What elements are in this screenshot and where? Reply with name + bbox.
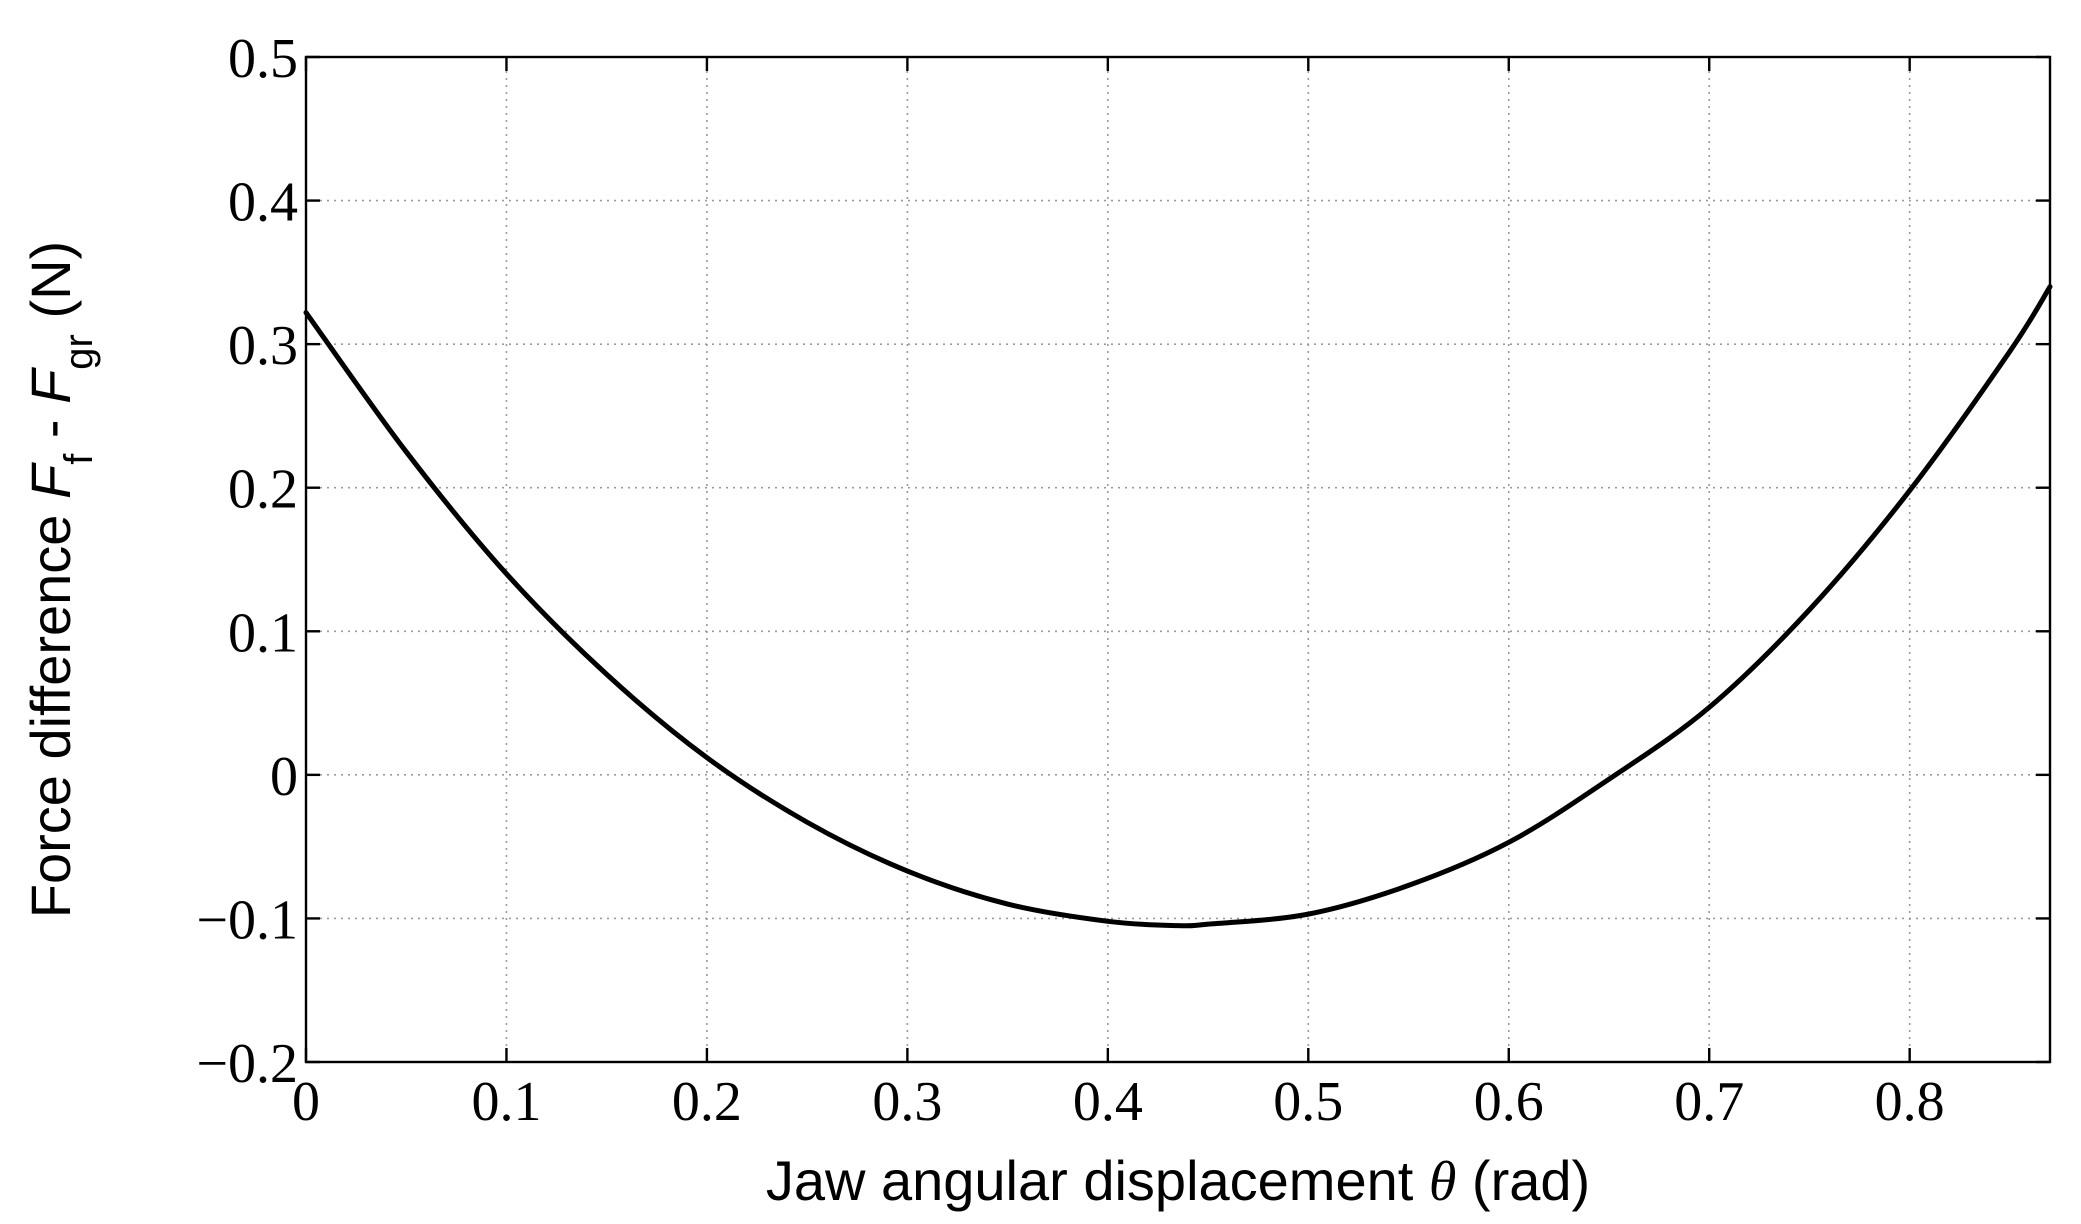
y-tick-label: 0.2 <box>228 459 298 521</box>
y-tick-label: −0.2 <box>196 1033 298 1095</box>
x-tick-label: 0.1 <box>471 1071 541 1133</box>
x-tick-label: 0.2 <box>672 1071 742 1133</box>
x-tick-label: 0.6 <box>1474 1071 1544 1133</box>
y-axis-label-minus: - <box>19 404 82 454</box>
force-f-symbol: F <box>19 462 82 499</box>
y-tick-label: 0.4 <box>228 172 298 234</box>
x-tick-label: 0.5 <box>1273 1071 1343 1133</box>
theta-symbol: θ <box>1429 1151 1457 1213</box>
x-tick-label: 0.3 <box>872 1071 942 1133</box>
tick-labels: 0 0.1 0.2 0.3 0.4 0.5 0.6 0.7 0.8 −0.2 −0.1 0 0.1 0.2… <box>196 28 1944 1133</box>
x-tick-label: 0 <box>292 1071 320 1133</box>
force-fgr-symbol: F <box>19 367 82 404</box>
x-axis-label-unit: (rad) <box>1456 1149 1590 1212</box>
x-axis-label: Jaw angular displacement θ (rad) <box>766 1149 1590 1213</box>
y-tick-label: 0.5 <box>228 28 298 90</box>
x-axis-label-main: Jaw angular displacement <box>766 1149 1429 1212</box>
y-axis-label-prefix: Force difference <box>19 499 82 918</box>
plot-area <box>303 284 2053 929</box>
grid <box>306 57 2050 1062</box>
axis-ticks <box>304 55 2050 1064</box>
x-tick-label: 0.4 <box>1073 1071 1143 1133</box>
y-axis-label: Force difference Ff - Fgr (N) <box>19 241 101 918</box>
axes-frame <box>304 55 2052 1064</box>
x-tick-label: 0.8 <box>1875 1071 1945 1133</box>
y-tick-label: 0 <box>270 746 298 808</box>
y-tick-label: 0.1 <box>228 602 298 664</box>
force-gr-subscript: gr <box>57 334 101 370</box>
force-f-subscript: f <box>57 453 101 465</box>
force-difference-curve <box>303 284 2053 929</box>
y-tick-label: 0.3 <box>228 315 298 377</box>
y-tick-label: −0.1 <box>196 889 298 951</box>
x-tick-label: 0.7 <box>1674 1071 1744 1133</box>
y-axis-label-unit: (N) <box>19 241 82 334</box>
